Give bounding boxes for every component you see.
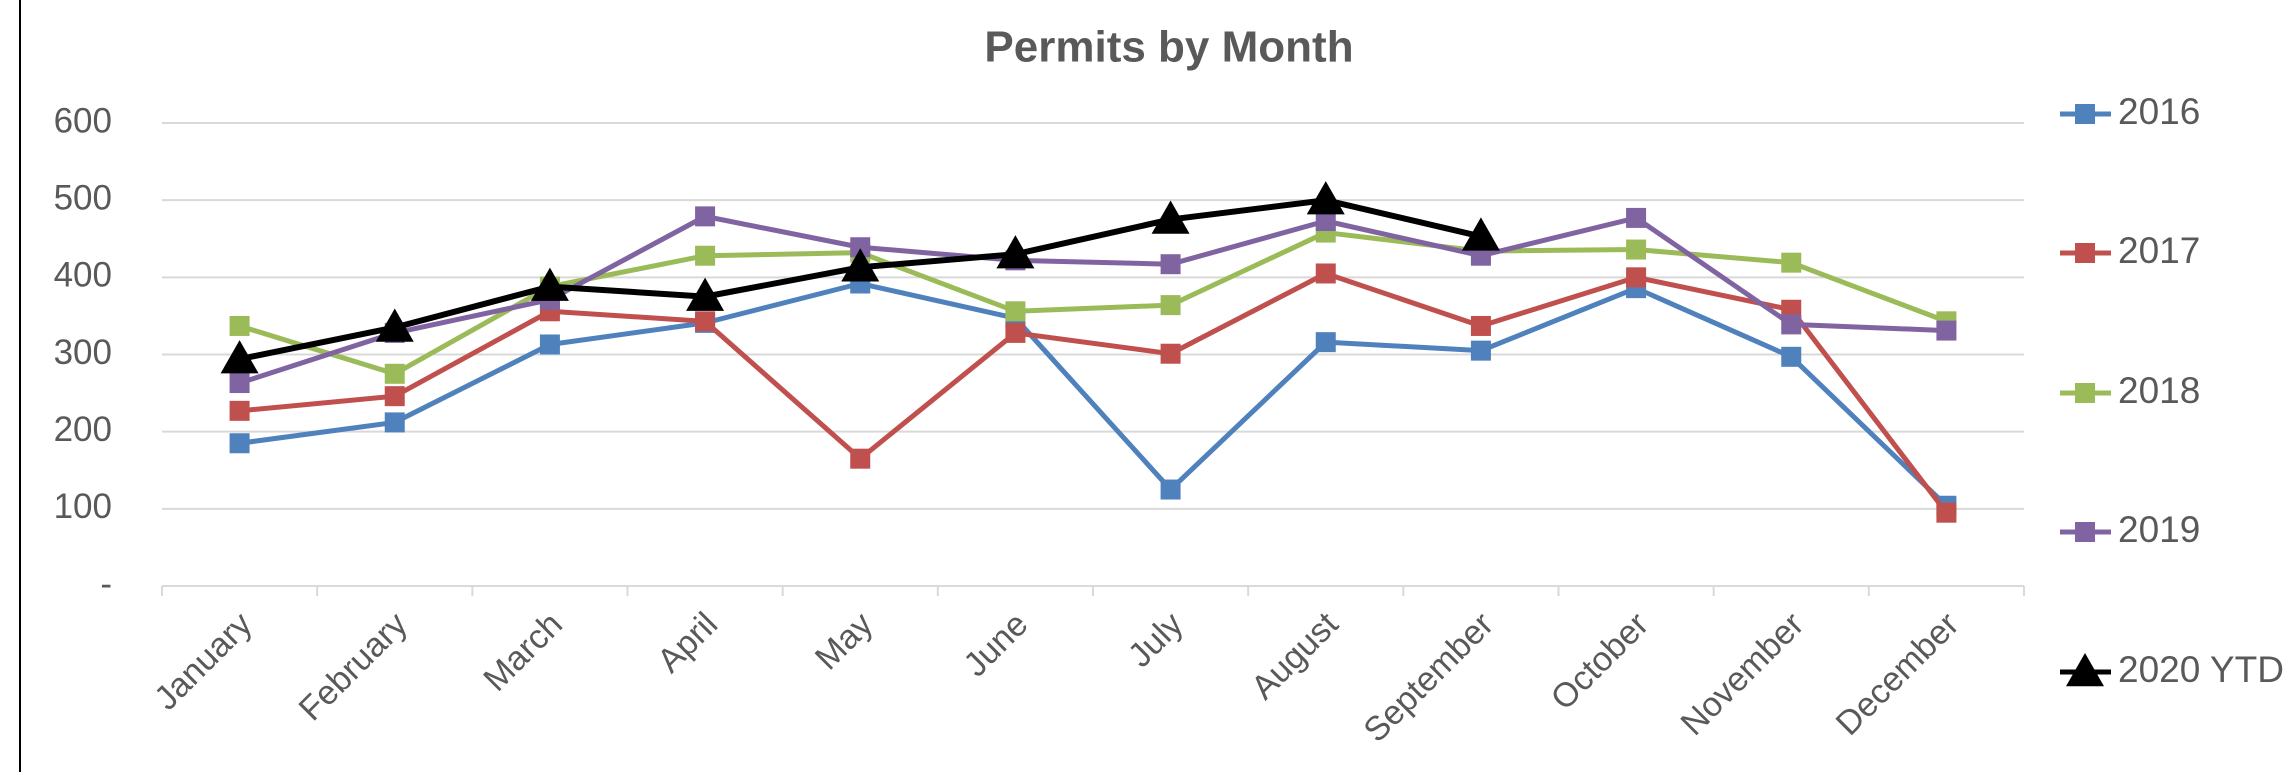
data-point xyxy=(229,400,250,421)
data-point xyxy=(1160,295,1181,316)
legend-label: 2019 xyxy=(2118,509,2200,550)
legend-marker xyxy=(2075,243,2095,263)
data-point xyxy=(841,248,880,282)
data-point xyxy=(229,433,250,454)
data-point xyxy=(384,412,405,433)
y-tick-label: 400 xyxy=(54,256,112,295)
data-point xyxy=(1461,217,1500,251)
data-point xyxy=(850,237,871,258)
data-point xyxy=(1936,320,1957,341)
data-point xyxy=(686,277,725,311)
data-point xyxy=(695,206,716,227)
legend-marker xyxy=(2066,653,2104,687)
series-line xyxy=(239,270,1949,515)
data-point xyxy=(530,267,569,301)
legend-label: 2016 xyxy=(2118,91,2200,132)
series-line xyxy=(239,281,1949,508)
data-point xyxy=(375,308,414,342)
data-point xyxy=(1005,322,1026,343)
data-point xyxy=(1306,181,1345,215)
data-point xyxy=(1470,340,1491,361)
series-line xyxy=(238,230,1948,377)
data-point xyxy=(1626,239,1647,260)
data-point xyxy=(1626,207,1647,228)
data-point xyxy=(1626,267,1647,288)
data-point xyxy=(1470,245,1491,266)
data-point xyxy=(996,235,1035,269)
data-point xyxy=(1151,200,1190,234)
data-point xyxy=(695,245,716,266)
data-point xyxy=(1160,479,1181,500)
data-point xyxy=(1936,502,1957,523)
series-line xyxy=(238,213,1947,386)
data-point xyxy=(1160,343,1181,364)
data-point xyxy=(850,448,871,469)
data-point xyxy=(1160,254,1181,275)
data-point xyxy=(1781,252,1802,273)
chart-title: Permits by Month xyxy=(984,23,1353,72)
data-point xyxy=(1781,314,1802,335)
data-point xyxy=(1005,301,1026,322)
legend-marker xyxy=(2075,104,2095,124)
data-point xyxy=(539,334,560,355)
data-point xyxy=(384,386,405,407)
data-point xyxy=(384,363,405,384)
data-point xyxy=(1315,263,1336,284)
data-point xyxy=(1315,332,1336,353)
data-point xyxy=(220,340,259,374)
legend-label: 2020 YTD xyxy=(2118,649,2284,690)
legend-label: 2018 xyxy=(2118,370,2200,411)
y-tick-label: 300 xyxy=(54,333,112,372)
y-tick-label: 200 xyxy=(54,410,112,449)
data-point xyxy=(1470,315,1491,336)
legend-marker xyxy=(2075,522,2095,542)
data-point xyxy=(695,311,716,332)
data-point xyxy=(1315,211,1336,232)
legend-marker xyxy=(2075,383,2095,403)
y-tick-label: 600 xyxy=(54,101,112,140)
data-point xyxy=(229,315,250,336)
legend-label: 2017 xyxy=(2118,230,2200,271)
data-point xyxy=(1781,346,1802,367)
data-point xyxy=(229,373,250,394)
y-tick-label: - xyxy=(100,564,112,603)
y-tick-label: 500 xyxy=(54,178,112,217)
y-tick-label: 100 xyxy=(54,487,112,526)
